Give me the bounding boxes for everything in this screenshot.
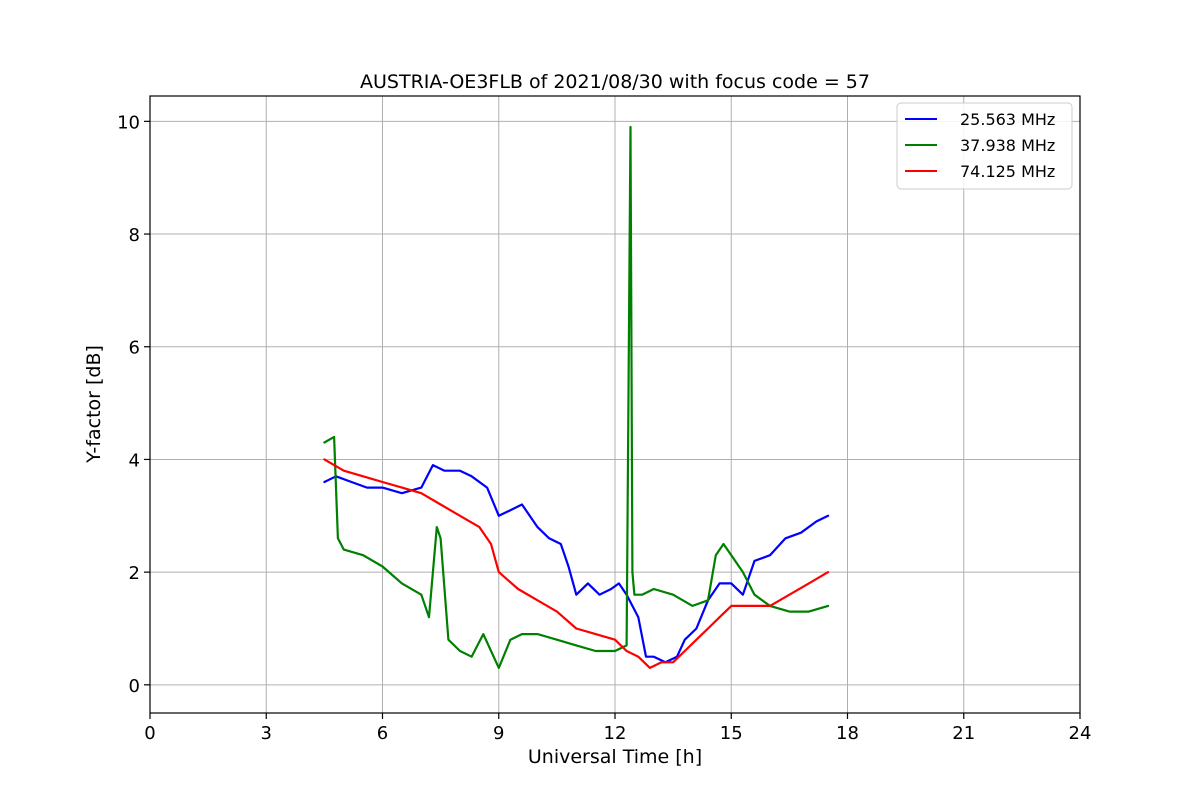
y-tick-label: 6	[129, 338, 140, 359]
y-axis-ticks: 0 2 4 6 8 10	[117, 112, 150, 697]
x-tick-label: 15	[720, 723, 743, 744]
x-axis-ticks: 0 3 6 9 12 15 18 21 24	[144, 713, 1091, 744]
x-tick-label: 6	[377, 723, 388, 744]
legend-label-37938: 37.938 MHz	[960, 136, 1055, 155]
chart-title: AUSTRIA-OE3FLB of 2021/08/30 with focus …	[360, 71, 870, 93]
series-line-25563	[323, 464, 830, 664]
y-tick-label: 8	[129, 225, 140, 246]
y-axis-label: Y-factor [dB]	[83, 345, 105, 464]
x-tick-label: 21	[952, 723, 975, 744]
x-tick-label: 12	[604, 723, 627, 744]
series-layer	[323, 125, 830, 670]
x-tick-label: 0	[144, 723, 155, 744]
series-line-74125	[323, 458, 830, 670]
x-axis-label: Universal Time [h]	[528, 746, 702, 768]
legend-label-25563: 25.563 MHz	[960, 110, 1055, 129]
x-tick-label: 24	[1069, 723, 1092, 744]
y-tick-label: 10	[117, 112, 140, 133]
legend-box	[896, 102, 1073, 190]
x-tick-label: 3	[261, 723, 272, 744]
x-tick-label: 18	[836, 723, 859, 744]
y-tick-label: 2	[129, 563, 140, 584]
y-tick-label: 4	[129, 450, 140, 471]
legend-label-74125: 74.125 MHz	[960, 162, 1055, 181]
y-tick-label: 0	[129, 676, 140, 697]
x-tick-label: 9	[493, 723, 504, 744]
series-line-37938	[323, 125, 830, 670]
legend: 25.563 MHz 37.938 MHz 74.125 MHz	[896, 102, 1073, 190]
